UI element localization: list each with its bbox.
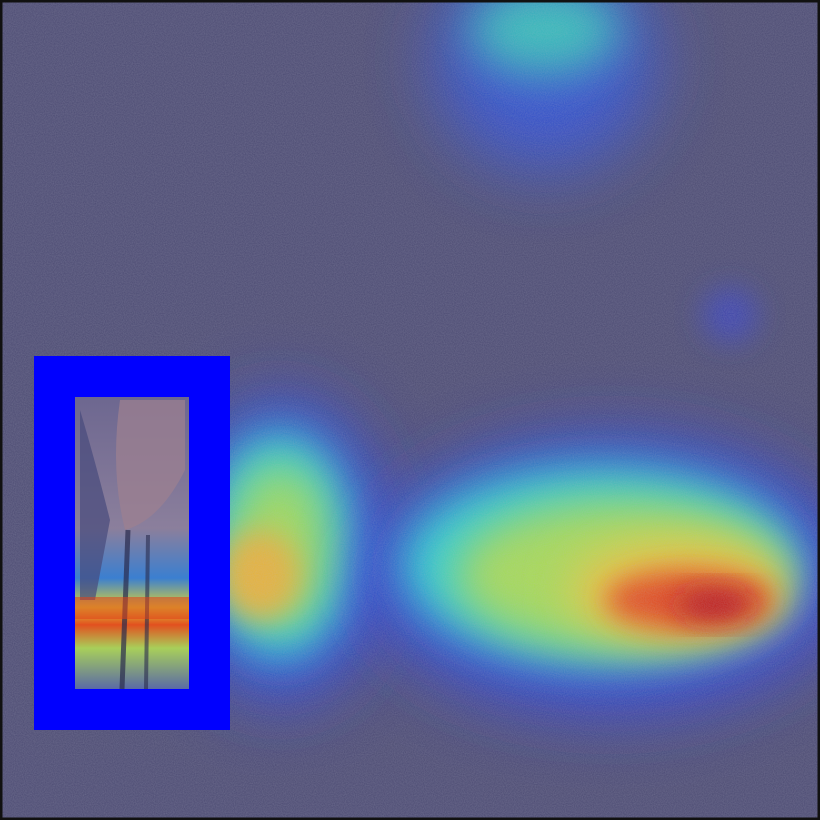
highlight-box <box>34 356 230 730</box>
